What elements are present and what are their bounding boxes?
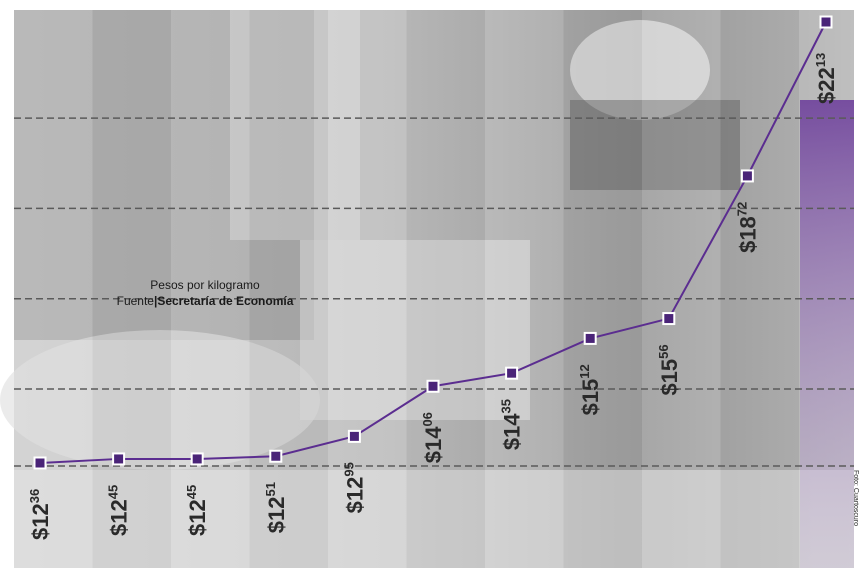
- column-band: [14, 10, 93, 568]
- value-label-decimals: 45: [106, 485, 121, 499]
- value-label-decimals: 95: [341, 462, 356, 476]
- highlight-band: [800, 100, 854, 568]
- value-label: $1435: [499, 399, 525, 450]
- value-label-integer: $15: [578, 379, 603, 416]
- value-label-integer: $14: [421, 426, 446, 463]
- value-label-decimals: 12: [577, 364, 592, 378]
- source-line: Fuente|Secretaría de Economía: [100, 293, 310, 309]
- value-label-integer: $14: [500, 413, 525, 450]
- photo-credit: Foto: Cuartoscuro: [852, 470, 859, 527]
- source-separator: |: [153, 294, 158, 308]
- column-band: [407, 10, 486, 568]
- value-label: $1236: [27, 489, 53, 540]
- value-label: $2213: [813, 53, 839, 104]
- data-point-marker: [426, 379, 440, 393]
- source-name: Secretaría de Economía: [157, 294, 294, 308]
- column-band: [328, 10, 407, 568]
- value-label-decimals: 45: [184, 485, 199, 499]
- data-point-marker: [819, 15, 833, 29]
- value-label-integer: $12: [107, 499, 132, 536]
- data-point-marker: [583, 331, 597, 345]
- value-label-decimals: 06: [420, 412, 435, 426]
- value-label-integer: $15: [657, 359, 682, 396]
- value-label: $1556: [656, 344, 682, 395]
- source-prefix: Fuente: [116, 294, 154, 308]
- data-point-marker: [505, 366, 519, 380]
- column-band: [171, 10, 250, 568]
- value-label-integer: $12: [264, 497, 289, 534]
- column-band: [485, 10, 564, 568]
- value-label-decimals: 13: [813, 53, 828, 67]
- data-point-marker: [269, 449, 283, 463]
- units-note: Pesos por kilogramo: [150, 278, 260, 292]
- value-label-integer: $18: [735, 216, 760, 253]
- data-point-marker: [112, 452, 126, 466]
- column-band: [642, 10, 721, 568]
- value-label-decimals: 35: [499, 399, 514, 413]
- data-point-marker: [740, 169, 754, 183]
- value-label: $1295: [341, 462, 367, 513]
- value-label-integer: $12: [342, 477, 367, 514]
- value-label-integer: $12: [28, 503, 53, 540]
- value-label-integer: $22: [814, 67, 839, 104]
- background-photo: [0, 10, 854, 568]
- value-label: $1245: [184, 485, 210, 536]
- value-label-integer: $12: [185, 499, 210, 536]
- value-labels: $1236$1245$1245$1251 $1295$1406 $1435 $1512…: [27, 53, 839, 540]
- value-label: $1512: [577, 364, 603, 415]
- value-label: $1872: [734, 202, 760, 253]
- data-point-marker: [190, 452, 204, 466]
- value-label-decimals: 36: [27, 489, 42, 503]
- column-band: [721, 10, 800, 568]
- value-label-decimals: 51: [263, 482, 278, 496]
- value-label: $1251: [263, 482, 289, 533]
- data-point-marker: [33, 456, 47, 470]
- data-point-marker: [347, 429, 361, 443]
- value-label-decimals: 56: [656, 344, 671, 358]
- data-point-marker: [662, 312, 676, 326]
- value-label: $1245: [106, 485, 132, 536]
- gridlines: [14, 117, 854, 467]
- data-markers: [33, 15, 833, 470]
- column-band: [564, 10, 643, 568]
- value-label: $1406: [420, 412, 446, 463]
- value-label-decimals: 72: [734, 202, 749, 216]
